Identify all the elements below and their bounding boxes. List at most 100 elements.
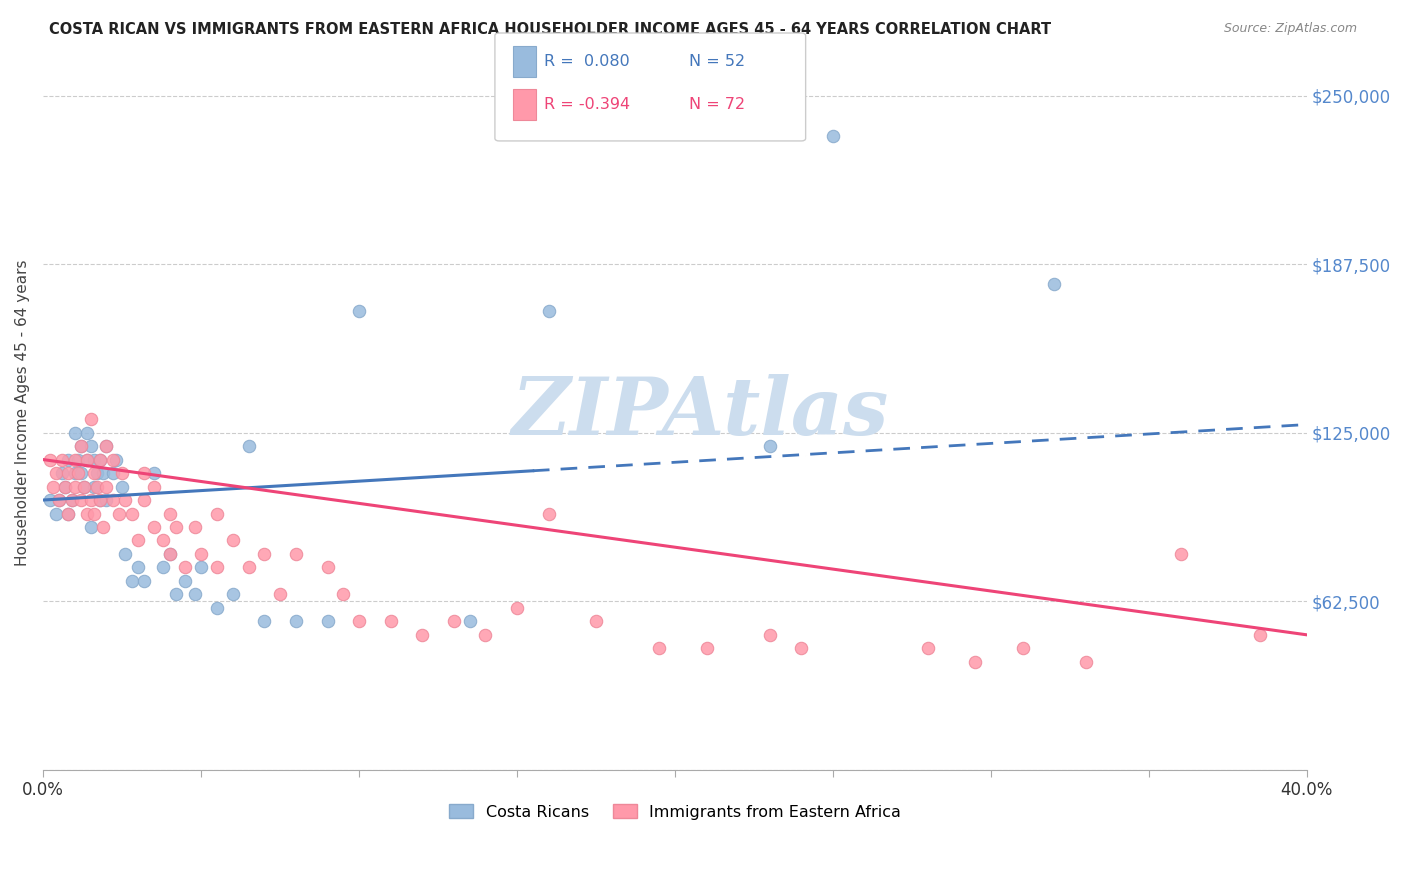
Point (222, 587, 245, 601)
Point (316, 560, 339, 574)
Point (134, 466, 156, 480)
Point (222, 533, 245, 548)
Point (79, 412, 101, 426)
Point (96, 493, 118, 508)
Point (53, 479, 76, 493)
Point (83, 466, 105, 480)
Point (238, 439, 260, 453)
Point (89, 452, 111, 467)
Point (205, 600, 228, 615)
Point (174, 574, 197, 588)
Point (127, 560, 149, 574)
Point (917, 641, 939, 656)
Point (58, 452, 80, 467)
Point (91, 466, 114, 480)
Point (114, 493, 136, 508)
Point (458, 615, 481, 629)
Point (790, 641, 813, 656)
Point (101, 466, 124, 480)
Point (76, 425, 98, 440)
Point (443, 615, 465, 629)
Point (1043, 277, 1066, 292)
Point (159, 507, 181, 521)
Legend: Costa Ricans, Immigrants from Eastern Africa: Costa Ricans, Immigrants from Eastern Af… (443, 797, 908, 826)
Text: R =  0.080: R = 0.080 (544, 54, 630, 69)
Point (70, 466, 93, 480)
Y-axis label: Householder Income Ages 45 - 64 years: Householder Income Ages 45 - 64 years (15, 260, 30, 566)
Point (1074, 655, 1097, 669)
Point (89, 493, 111, 508)
Point (45, 466, 67, 480)
Point (152, 533, 174, 548)
Text: N = 72: N = 72 (689, 97, 745, 112)
Point (537, 304, 560, 318)
Point (111, 466, 134, 480)
Point (759, 628, 782, 642)
Point (63, 479, 86, 493)
Point (48, 493, 70, 508)
Point (380, 615, 402, 629)
Point (76, 452, 98, 467)
Point (269, 587, 291, 601)
Point (101, 493, 124, 508)
Point (474, 628, 496, 642)
Point (70, 493, 93, 508)
Point (60, 493, 83, 508)
Point (121, 507, 143, 521)
Point (159, 547, 181, 561)
Point (96, 479, 118, 493)
Point (142, 466, 165, 480)
Point (70, 439, 93, 453)
Point (70, 439, 93, 453)
Point (537, 507, 560, 521)
Point (89, 493, 111, 508)
Point (253, 615, 276, 629)
Point (190, 547, 212, 561)
Point (1170, 547, 1192, 561)
Point (83, 452, 105, 467)
Point (51, 466, 73, 480)
Point (114, 547, 136, 561)
Point (184, 587, 207, 601)
Point (648, 641, 671, 656)
Point (60, 493, 83, 508)
Point (585, 615, 607, 629)
Point (63, 425, 86, 440)
Point (58, 507, 80, 521)
Point (89, 452, 111, 467)
Point (1011, 641, 1033, 656)
Point (45, 507, 67, 521)
Point (152, 560, 174, 574)
Text: COSTA RICAN VS IMMIGRANTS FROM EASTERN AFRICA HOUSEHOLDER INCOME AGES 45 - 64 YE: COSTA RICAN VS IMMIGRANTS FROM EASTERN A… (49, 22, 1052, 37)
Point (73, 479, 96, 493)
Point (1249, 628, 1271, 642)
Point (411, 628, 433, 642)
Point (174, 560, 197, 574)
Point (696, 641, 718, 656)
Point (79, 439, 101, 453)
Point (96, 439, 118, 453)
Point (821, 128, 844, 143)
Point (48, 493, 70, 508)
Point (316, 615, 339, 629)
Point (347, 615, 370, 629)
Point (205, 560, 228, 574)
Point (96, 439, 118, 453)
Point (38, 493, 60, 508)
Point (66, 452, 89, 467)
Point (506, 600, 529, 615)
Point (101, 452, 124, 467)
Text: ZIPAtlas: ZIPAtlas (512, 374, 889, 451)
Point (51, 452, 73, 467)
Point (41, 479, 63, 493)
Point (205, 507, 228, 521)
Point (73, 479, 96, 493)
Point (159, 547, 181, 561)
Point (104, 452, 127, 467)
Point (142, 520, 165, 534)
Point (121, 574, 143, 588)
Point (76, 452, 98, 467)
Point (759, 439, 782, 453)
Point (108, 507, 131, 521)
Point (53, 479, 76, 493)
